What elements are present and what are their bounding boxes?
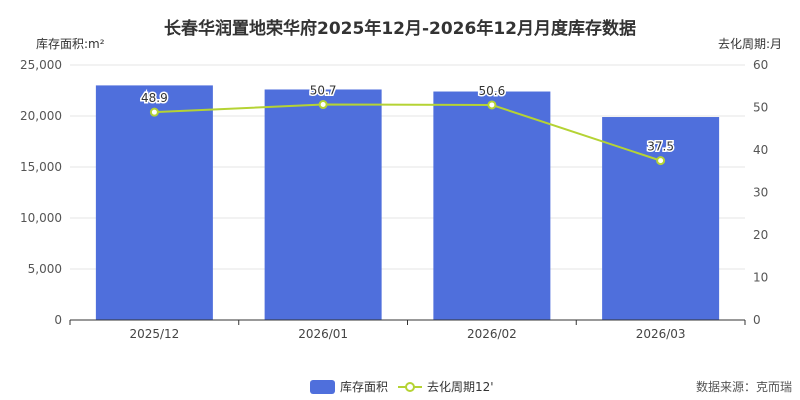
left-axis-title: 库存面积:m² <box>36 36 105 51</box>
bar[interactable] <box>264 89 382 320</box>
category-label: 2026/03 <box>636 327 686 341</box>
left-tick-label: 15,000 <box>20 160 62 174</box>
right-tick-label: 20 <box>753 228 768 242</box>
line-point[interactable] <box>487 100 497 110</box>
data-labels: 48.9 50.7 50.6 37.5 <box>140 82 676 155</box>
data-label: 48.9 <box>141 91 168 105</box>
right-tick-label: 0 <box>753 313 761 327</box>
category-labels: 2025/12 2026/01 2026/02 2026/03 <box>69 320 746 341</box>
left-tick-label: 10,000 <box>20 211 62 225</box>
right-axis-ticks: 0 10 20 30 40 50 60 <box>753 58 768 327</box>
right-tick-label: 60 <box>753 58 768 72</box>
line-point[interactable] <box>656 156 666 166</box>
line-path <box>154 103 661 162</box>
legend-line-marker <box>405 382 415 392</box>
left-tick-label: 20,000 <box>20 109 62 123</box>
right-tick-label: 50 <box>753 101 768 115</box>
line-point[interactable] <box>149 107 159 117</box>
right-axis-title: 去化周期:月 <box>718 37 782 51</box>
line-point[interactable] <box>318 100 328 110</box>
data-source: 数据来源：克而瑞 <box>696 379 792 394</box>
category-label: 2026/01 <box>298 327 348 341</box>
legend-line-label[interactable]: 去化周期12' <box>427 380 494 394</box>
legend-bar-swatch[interactable] <box>310 380 335 394</box>
right-tick-label: 30 <box>753 186 768 200</box>
bar[interactable] <box>433 91 551 321</box>
left-tick-label: 25,000 <box>20 58 62 72</box>
category-label: 2025/12 <box>129 327 179 341</box>
left-tick-label: 5,000 <box>28 262 62 276</box>
bar[interactable] <box>95 85 213 321</box>
bar-series <box>95 85 720 321</box>
bar[interactable] <box>602 117 720 321</box>
line-series <box>149 100 666 166</box>
legend: 库存面积 去化周期12' <box>310 379 494 394</box>
left-axis-ticks: 0 5,000 10,000 15,000 20,000 25,000 <box>20 58 62 327</box>
right-tick-label: 40 <box>753 143 768 157</box>
chart-title: 长春华润置地荣华府2025年12月-2026年12月月度库存数据 <box>164 18 636 39</box>
data-label: 50.7 <box>310 84 337 98</box>
data-label: 37.5 <box>647 140 674 154</box>
left-tick-label: 0 <box>54 313 62 327</box>
right-tick-label: 10 <box>753 271 768 285</box>
legend-bar-label[interactable]: 库存面积 <box>340 379 388 394</box>
category-label: 2026/02 <box>467 327 517 341</box>
data-label: 50.6 <box>479 84 506 98</box>
